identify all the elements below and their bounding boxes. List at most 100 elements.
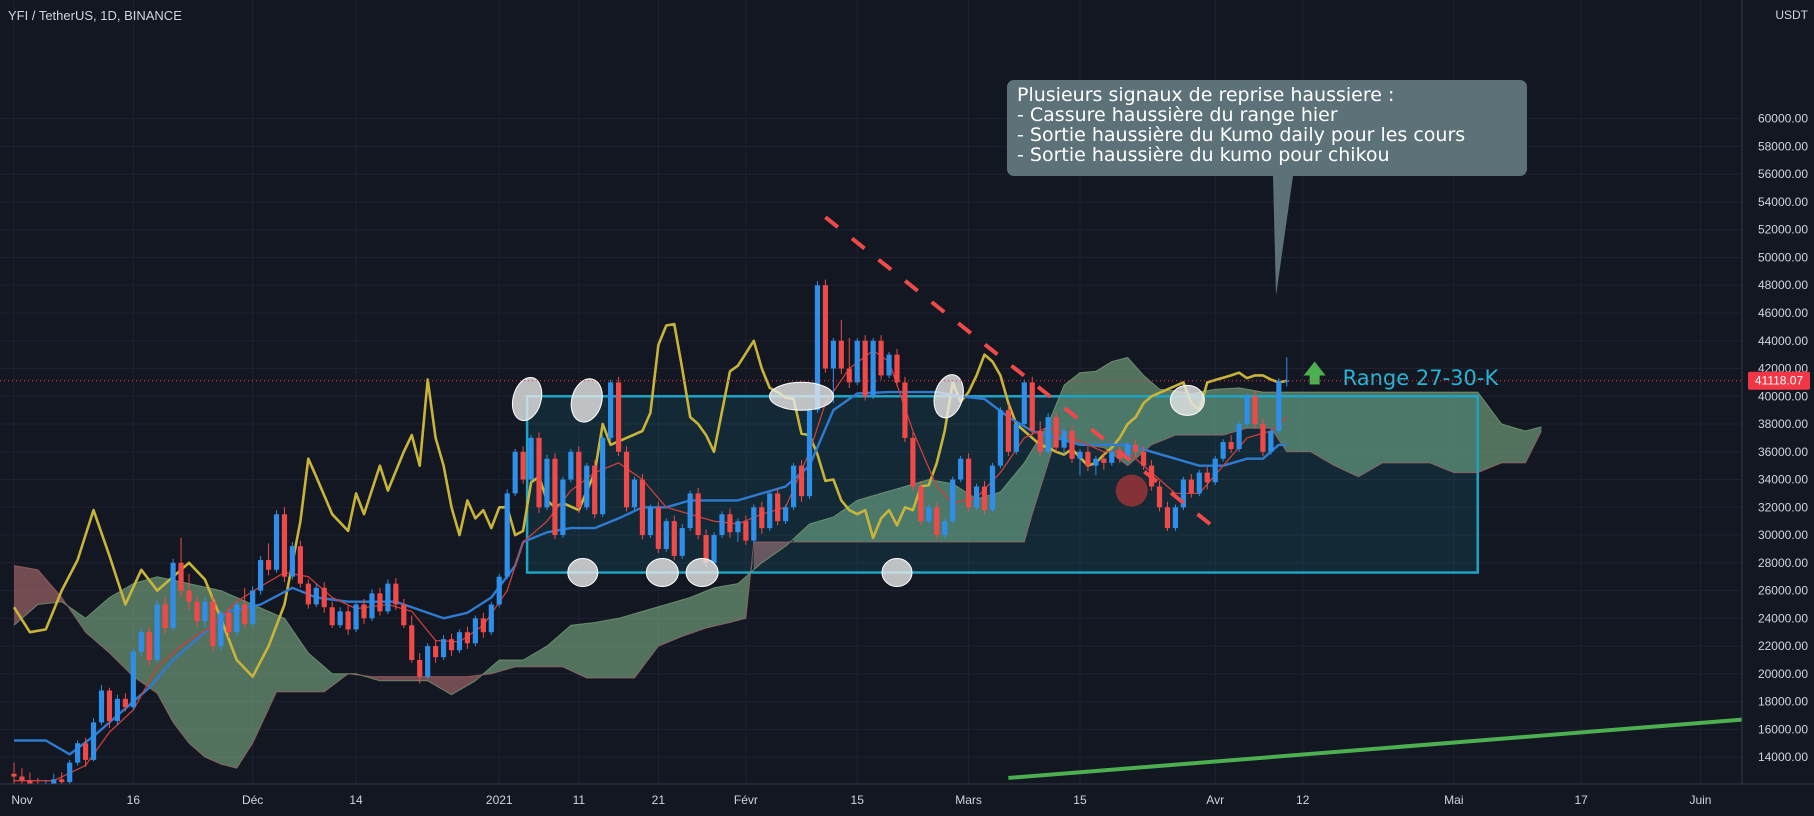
candle-body <box>830 340 836 369</box>
time-tick-label: Mars <box>955 793 982 807</box>
price-tick-label: 18000.00 <box>1758 695 1808 709</box>
candle-body <box>528 437 534 480</box>
time-axis[interactable]: Nov 16 Déc 14 2021 11 21 Févr 15 Mars 15 Avr 12 Mai 17… <box>0 783 1814 816</box>
candle-body <box>608 382 614 438</box>
candle-body <box>552 458 558 536</box>
candle-body <box>361 604 367 619</box>
highlight-ellipse <box>881 558 913 588</box>
candle-body <box>82 743 89 760</box>
candle-body <box>226 612 232 633</box>
candle-body <box>989 465 996 511</box>
highlight-ellipse <box>933 374 964 419</box>
candle-body <box>448 639 455 651</box>
candle-body <box>1220 442 1226 459</box>
candle-body <box>1029 382 1035 431</box>
price-tick-label: 14000.00 <box>1758 750 1808 764</box>
candle-body <box>313 587 319 605</box>
candle-body <box>767 493 773 529</box>
candle-body <box>655 507 661 549</box>
candle-body <box>934 507 940 536</box>
candle-body <box>1276 381 1282 431</box>
candle-body <box>385 583 391 612</box>
highlight-circle-red <box>1115 474 1148 507</box>
candle-body <box>1284 380 1290 382</box>
candle-body <box>560 479 566 536</box>
candle-body <box>862 340 868 397</box>
candle-body <box>1013 424 1019 452</box>
candle-body <box>67 762 73 783</box>
price-tick-label: 56000.00 <box>1758 167 1808 181</box>
candle-body <box>958 458 964 480</box>
price-tick-label: 16000.00 <box>1758 722 1808 736</box>
candle-body <box>75 743 81 763</box>
candle-body <box>90 722 97 760</box>
candle-body <box>1196 472 1202 494</box>
price-tick-label: 28000.00 <box>1758 556 1808 570</box>
candle-body <box>19 776 25 781</box>
candle-body <box>250 590 256 624</box>
candle-body <box>1117 451 1123 459</box>
kumo-bullish <box>69 576 364 769</box>
candle-body <box>870 340 876 397</box>
candle-body <box>138 632 144 652</box>
candle-body <box>592 465 598 515</box>
price-tick-label: 22000.00 <box>1758 639 1808 653</box>
candle-body <box>639 479 646 536</box>
price-tick-label: 48000.00 <box>1758 278 1808 292</box>
highlight-ellipse <box>570 378 603 423</box>
candle-body <box>1236 424 1242 450</box>
callout-line: - Cassure haussière du range hier <box>1017 104 1338 126</box>
candle-body <box>1085 451 1091 466</box>
candle-body <box>194 601 200 622</box>
candle-body <box>838 340 844 369</box>
candle-body <box>1133 444 1139 452</box>
highlight-ellipse <box>685 558 719 588</box>
candle-body <box>210 601 216 647</box>
candle-body <box>1244 396 1250 425</box>
price-tick-label: 36000.00 <box>1758 445 1808 459</box>
ichimoku-lines <box>12 322 1542 782</box>
last-price-badge <box>1748 371 1810 390</box>
candle-body <box>759 507 765 529</box>
candle-body <box>719 514 725 536</box>
candle-body <box>910 437 916 487</box>
price-tick-label: 24000.00 <box>1758 611 1808 625</box>
callout-line: Plusieurs signaux de reprise haussiere : <box>1017 84 1395 106</box>
candle-body <box>671 521 677 556</box>
highlight-ellipse <box>645 558 679 588</box>
candle-body <box>886 354 892 376</box>
candle-body <box>926 507 932 522</box>
callout-pointer <box>1273 176 1293 296</box>
candle-body <box>353 604 359 630</box>
candle-body <box>520 451 526 480</box>
price-tick-label: 30000.00 <box>1758 528 1808 542</box>
candle-body <box>711 535 717 563</box>
candle-body <box>258 560 264 591</box>
candle-body <box>1069 430 1075 459</box>
candle-body <box>727 514 733 533</box>
candle-body <box>456 632 463 651</box>
candle-body <box>1180 479 1186 508</box>
candle-body <box>178 562 184 591</box>
candle-body <box>1045 417 1051 452</box>
candle-body <box>345 611 351 630</box>
candle-body <box>1093 458 1099 466</box>
time-tick-label: Mai <box>1444 793 1463 807</box>
candle-body <box>265 560 272 570</box>
candle-body <box>321 587 327 608</box>
candle-body <box>1005 410 1011 452</box>
time-tick-label: 17 <box>1574 793 1588 807</box>
candle-body <box>154 604 160 660</box>
candle-body <box>950 479 956 522</box>
tenkan-sen <box>14 349 1288 782</box>
candle-body <box>798 465 805 497</box>
candle-body <box>202 601 208 622</box>
last-price-label: 41118.07 <box>1755 374 1804 388</box>
candle-body <box>663 521 669 549</box>
price-axis[interactable]: 14000.00 16000.00 18000.00 20000.00 22000.00… <box>1741 0 1814 816</box>
candle-body <box>496 576 502 605</box>
candle-body <box>122 698 128 708</box>
kumo-bearish <box>14 565 70 626</box>
candle-body <box>973 486 980 508</box>
